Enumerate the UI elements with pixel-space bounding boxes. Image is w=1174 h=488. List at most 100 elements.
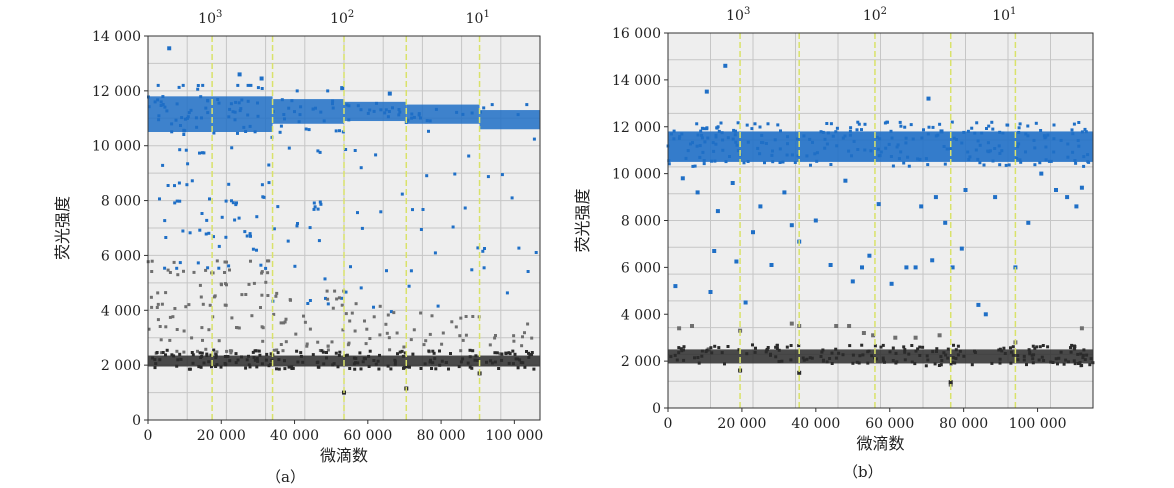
data-point — [698, 155, 702, 159]
data-point — [1062, 362, 1066, 366]
data-point — [1083, 127, 1087, 131]
data-point — [717, 129, 721, 133]
data-point — [819, 130, 823, 134]
data-point — [933, 195, 938, 200]
data-point — [874, 357, 878, 361]
data-point — [236, 83, 240, 87]
data-point — [906, 155, 910, 159]
y-tick-label: 12 000 — [612, 120, 661, 136]
data-point — [228, 359, 232, 363]
data-point — [834, 324, 839, 328]
data-point — [204, 347, 208, 351]
data-point — [275, 291, 279, 295]
data-point — [302, 314, 305, 318]
data-point — [245, 234, 249, 238]
data-point — [1057, 356, 1061, 360]
data-point — [857, 122, 861, 126]
data-point — [346, 343, 350, 347]
data-point — [312, 207, 316, 211]
data-point — [344, 312, 348, 316]
data-point — [856, 148, 860, 151]
data-point — [721, 138, 725, 142]
y-tick-label: 2 000 — [621, 354, 661, 370]
data-point — [252, 355, 256, 359]
data-point — [444, 360, 448, 364]
data-point — [190, 336, 194, 340]
data-point — [199, 295, 203, 299]
data-point — [532, 137, 536, 141]
data-point — [734, 259, 739, 264]
data-point — [680, 176, 685, 181]
data-point — [891, 346, 895, 350]
data-point — [159, 338, 163, 342]
data-point — [782, 190, 787, 195]
data-point — [943, 220, 948, 225]
data-point — [1015, 157, 1019, 160]
data-point — [1077, 144, 1081, 148]
data-point — [991, 127, 995, 131]
data-point — [338, 129, 341, 133]
data-point — [231, 201, 235, 205]
data-point — [511, 349, 515, 353]
x-tick-label: 20 000 — [197, 428, 246, 444]
data-point — [1059, 138, 1063, 142]
data-point — [821, 348, 825, 352]
data-point — [1001, 131, 1005, 135]
data-point — [903, 125, 907, 129]
data-point — [451, 225, 455, 229]
data-point — [702, 159, 706, 163]
data-point — [724, 160, 728, 164]
data-point — [494, 334, 497, 337]
data-point — [433, 251, 437, 255]
data-point — [829, 122, 833, 126]
data-point — [695, 190, 700, 195]
data-point — [196, 349, 199, 353]
data-point — [153, 366, 157, 370]
data-point — [331, 363, 335, 367]
data-point — [161, 163, 165, 167]
data-point — [293, 264, 297, 268]
data-point — [802, 358, 806, 362]
data-point — [678, 135, 682, 139]
data-point — [726, 345, 730, 348]
data-point — [507, 361, 511, 365]
data-point — [166, 184, 170, 187]
data-point — [208, 303, 212, 307]
data-point — [973, 131, 977, 135]
data-point — [916, 157, 920, 161]
data-point — [931, 125, 935, 129]
data-point — [361, 360, 365, 364]
data-point — [419, 228, 423, 231]
data-point — [334, 351, 338, 355]
data-point — [330, 340, 334, 344]
data-point — [706, 136, 710, 140]
data-point — [489, 359, 493, 363]
data-point — [959, 246, 964, 251]
data-point — [454, 325, 458, 329]
data-point — [525, 350, 528, 353]
data-point — [1073, 344, 1076, 348]
data-point — [805, 154, 809, 158]
data-point — [843, 134, 847, 138]
data-point — [1064, 358, 1068, 362]
data-point — [156, 83, 160, 87]
data-point — [904, 136, 908, 140]
data-point — [316, 207, 320, 211]
data-point — [185, 183, 189, 187]
data-point — [173, 184, 176, 188]
data-point — [201, 151, 204, 155]
data-point — [324, 296, 327, 300]
data-point — [196, 84, 200, 87]
data-point — [1024, 150, 1027, 154]
data-point — [781, 160, 785, 164]
data-point — [512, 334, 516, 338]
data-point — [201, 83, 205, 87]
data-point — [1084, 130, 1088, 134]
data-point — [248, 365, 252, 369]
data-point — [517, 246, 521, 250]
data-point — [266, 271, 270, 275]
data-point — [206, 266, 210, 270]
data-point — [878, 137, 882, 141]
data-point — [347, 341, 351, 345]
y-tick-label: 4 000 — [101, 303, 141, 319]
